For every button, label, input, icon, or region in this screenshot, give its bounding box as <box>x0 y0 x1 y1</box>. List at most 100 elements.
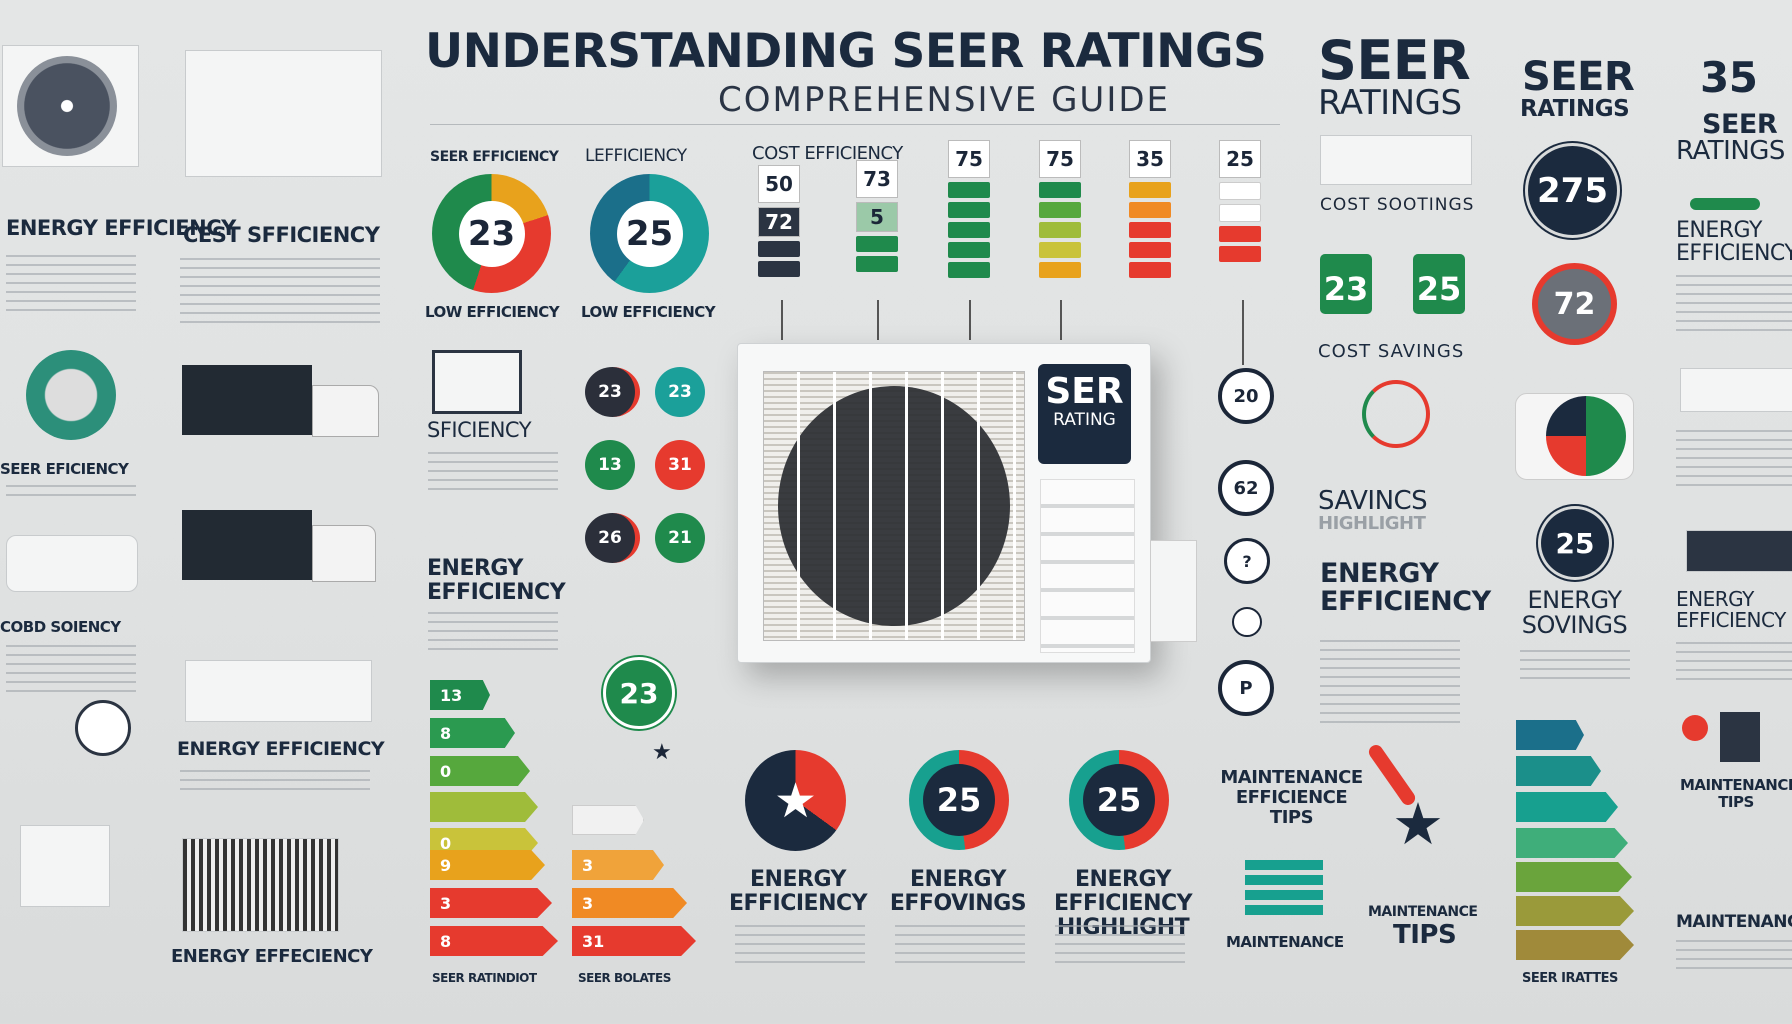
rating-strip: 25 <box>1219 140 1261 262</box>
savings-highlight-label-2: HIGHLIGHT <box>1318 513 1426 534</box>
rating-circle: 21 <box>655 513 705 563</box>
paragraph-text <box>6 255 136 315</box>
paragraph-text <box>180 770 370 795</box>
ac-outdoor-unit: SER RATING <box>737 343 1151 663</box>
paragraph-text <box>1676 430 1792 490</box>
appliance-icon <box>1686 530 1792 572</box>
badge-rating-text: RATING <box>1053 410 1116 430</box>
rating-circle: 23 <box>585 367 640 417</box>
paragraph-text <box>735 925 865 970</box>
paragraph-text <box>1676 940 1792 970</box>
truck-icon <box>182 365 312 435</box>
right3-energy-efficiency-label-2: ENERGY EFFICIENCY <box>1676 587 1786 632</box>
col2-energy-efficiency-label: ENERGY EFFICIENCY <box>177 738 385 760</box>
energy-sovings-label: ENERGY SOVINGS <box>1521 586 1628 640</box>
page-subtitle: COMPREHENSIVE GUIDE <box>718 80 1171 120</box>
rating-circle-25: 25 <box>1069 750 1169 850</box>
energy-label-bar <box>1516 792 1618 822</box>
energy-label-bar: 13 <box>430 680 490 710</box>
rating-circle: 31 <box>655 440 705 490</box>
connector-line <box>1060 300 1062 340</box>
paragraph-text <box>180 258 380 328</box>
energy-label-bar: 8 <box>430 926 558 956</box>
donut-chart-icon <box>1515 393 1634 480</box>
energy-label-bar <box>430 792 538 822</box>
sficiency-label: SFICIENCY <box>427 418 532 442</box>
right3-maintenance-label: MAINTENANCE <box>1676 912 1792 932</box>
rating-circle: 23 <box>655 367 705 417</box>
seer-ratindiot-label: SEER RATINDIOT <box>432 971 537 985</box>
left-cobd-soiency-label: COBD SOIENCY <box>0 618 121 636</box>
gauge-icon <box>1362 380 1430 448</box>
icon-circle: ? <box>1224 538 1270 584</box>
red-dot-icon <box>1682 715 1708 741</box>
icon-circle: 62 <box>1218 460 1274 516</box>
low-efficiency-label: LOW EFFICIENCY <box>581 303 716 321</box>
paragraph-text <box>428 452 558 492</box>
gauge-center: 23 <box>458 200 525 267</box>
ac-service-panel <box>1150 540 1197 642</box>
rating-tile-25: 25 <box>1413 254 1465 314</box>
rating-strip: 75 <box>948 140 990 278</box>
rating-circle-large: 23 <box>603 657 675 729</box>
truck-cab <box>312 525 376 582</box>
savings-gauge-icon <box>1322 380 1462 450</box>
grille-bars <box>764 372 1024 640</box>
rating-strip: 50 72 <box>758 165 800 277</box>
icon-circle: 20 <box>1218 368 1274 424</box>
energy-label-bar: 3 <box>430 888 552 918</box>
rating-strip: 35 <box>1129 140 1171 278</box>
lefficiency-label: LEFFICIENCY <box>585 146 687 166</box>
rating-strip: 75 <box>1039 140 1081 278</box>
col3-energy-efficiency-label: ENERGY EFFICIENCY <box>427 556 566 606</box>
energy-label-bar <box>1516 756 1601 786</box>
plug-icon <box>1690 198 1760 210</box>
rating-circle-25: 25 <box>1541 509 1609 577</box>
low-efficiency-label: LOW EFFICIENCY <box>425 303 560 321</box>
star-icon: ★ <box>1392 790 1444 858</box>
energy-label-bar <box>1516 862 1632 892</box>
gauge-icon <box>75 700 131 756</box>
star-icon: ★ <box>652 740 672 765</box>
truck-cab <box>312 385 379 437</box>
paragraph-text <box>6 645 136 695</box>
seer-ratings-title-1: SEER <box>1522 54 1635 100</box>
right3-energy-efficiency-label: ENERGY EFFICIENCY <box>1676 218 1792 267</box>
seer-ratings-title-2: RATINGS <box>1520 96 1630 122</box>
ac-unit-image <box>20 825 110 907</box>
appliance-icon <box>1680 368 1792 412</box>
energy-label-bar: 3 <box>572 850 664 880</box>
maintenance-efficience-tips-label: MAINTENANCE EFFICIENCE TIPS <box>1220 767 1363 828</box>
rating-circle-72: 72 <box>1532 263 1617 345</box>
seer-irattes-label: SEER IRATTES <box>1522 971 1618 986</box>
header-divider <box>430 124 1280 125</box>
seer-bolates-label: SEER BOLATES <box>578 971 671 985</box>
star-rating-circle: ★ <box>745 750 846 851</box>
seer-ratings-title-2: RATINGS <box>1318 83 1462 123</box>
paragraph-text <box>1320 640 1460 725</box>
energy-label-bar: 3 <box>572 888 687 918</box>
efficiency-gauge-25: 25 <box>590 174 709 293</box>
page-title: UNDERSTANDING SEER RATINGS <box>425 24 1267 79</box>
energy-label-bar: 0 <box>430 756 530 786</box>
seer-ratings-title-1: SEER <box>1702 109 1778 140</box>
ac-indoor-unit-image <box>182 838 339 932</box>
cost-sootings-label: COST SOOTINGS <box>1320 195 1475 215</box>
seer-rating-badge: SER RATING <box>1038 364 1131 464</box>
fan-grille <box>763 371 1025 641</box>
seer-ratings-title-1: SEER <box>1318 29 1471 92</box>
right1-energy-efficiency-label: ENERGY EFFICIENCY <box>1320 558 1491 618</box>
truck-icon <box>6 535 138 592</box>
energy-label-bar: 8 <box>430 718 515 748</box>
appliance-icon <box>1720 712 1760 762</box>
cest-sfficiency-label: CEST SFFICIENCY <box>183 223 380 247</box>
fan-icon <box>26 350 116 440</box>
ac-indoor-unit-image <box>185 50 382 177</box>
rating-circle-25: 25 <box>909 750 1009 850</box>
cost-savings-box <box>1320 135 1472 185</box>
bottom-energy-efficiency-label: ENERGY EFFICIENCY <box>728 867 868 917</box>
vent-slats <box>1040 479 1135 653</box>
energy-label-bar <box>1516 828 1628 858</box>
cost-savings-label: COST SAVINGS <box>1318 341 1465 362</box>
connector-line <box>1242 300 1244 365</box>
